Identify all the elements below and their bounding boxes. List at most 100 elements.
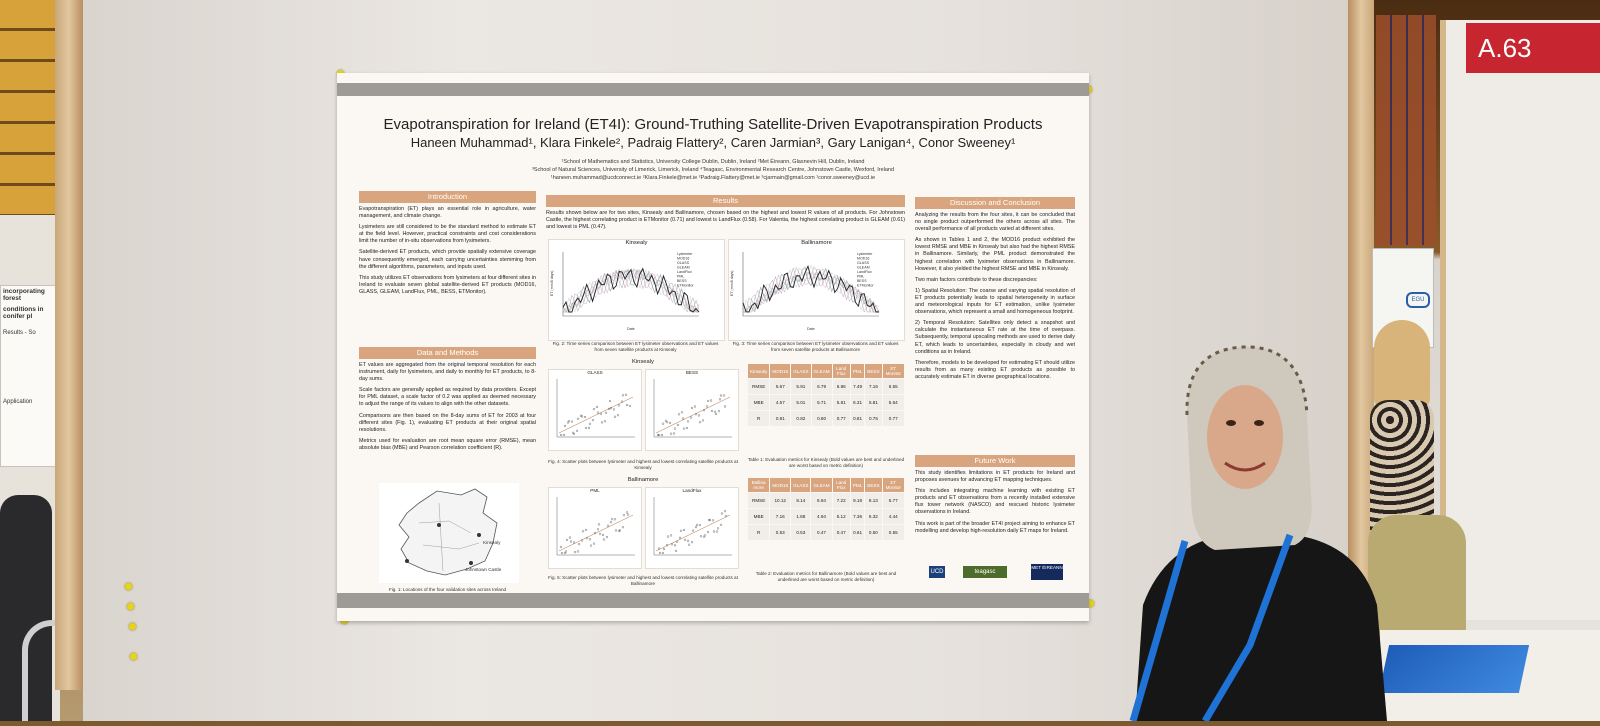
scatter-point (657, 433, 661, 437)
scatter-point (605, 535, 609, 539)
scatter-point (723, 510, 727, 513)
scatter-point (706, 399, 710, 402)
results-heading: Results (546, 195, 905, 207)
scatter-point (573, 551, 577, 554)
scatter-point (625, 511, 629, 514)
bag (1368, 515, 1466, 650)
scatter-point (559, 545, 563, 548)
scatter-product: GLASS (587, 370, 603, 375)
scatter-ballinamore: Ballinamore PML LandFlux (548, 477, 739, 577)
pin (129, 623, 136, 630)
metric-value: 4.44 (881, 508, 906, 525)
scatter-point (716, 527, 720, 530)
metric-value: 6.55 (881, 378, 906, 395)
data-methods-heading: Data and Methods (359, 347, 536, 359)
axis-lines (556, 497, 635, 556)
scatter-point (621, 526, 625, 529)
poster-bottom-bar (337, 593, 1089, 608)
y-axis-label: ET (mm/8 days) (550, 271, 554, 297)
axis-lines (653, 497, 732, 556)
scatter-point (585, 537, 589, 540)
table2-header: Ballina more (746, 477, 771, 493)
table1-header: BESS (864, 363, 883, 379)
scatter-point (723, 405, 727, 408)
results-intro: Results shown below are for two sites, K… (546, 210, 905, 231)
scatter-product: LandFlux (682, 488, 702, 493)
metric-value: 0.80 (810, 410, 833, 427)
metric-value: 0.47 (810, 524, 833, 541)
table2-header: GLASS (790, 477, 812, 493)
intro-paragraph: Lysimeters are still considered to be th… (359, 224, 536, 245)
timeseries-kinsealy: Kinsealy Lysimeter MOD16 GLASS GLEAM LandFlu… (548, 239, 725, 341)
scatter-point (710, 409, 714, 412)
metric-value: 0.53 (790, 524, 812, 541)
metric-value: 9.18 (849, 492, 866, 509)
scatter-point (711, 519, 715, 522)
series-line (742, 267, 880, 313)
fig4-caption: Fig. 4: Scatter plots between lysimeter … (548, 459, 738, 470)
scatter-point (694, 525, 698, 529)
table-row: RMSE 5.67 5.91 6.79 6.86 7.49 7.16 6.55 (746, 378, 906, 395)
scatter-point (622, 514, 626, 517)
chart-title: Kinsealy (625, 240, 648, 246)
scatter-point (656, 433, 660, 437)
methods-paragraph: Metrics used for evaluation are root mea… (359, 437, 536, 451)
intro-paragraph: Satellite-derived ET products, which pro… (359, 249, 536, 270)
scatter-point (580, 539, 584, 542)
discussion-paragraph: Two main factors contribute to these dis… (915, 276, 1038, 283)
board-left-post (55, 0, 83, 690)
series-line (562, 267, 700, 313)
neighbor-poster-title-2: conditions in conifer pl (3, 306, 44, 320)
scatter-point (620, 400, 624, 403)
discussion-paragraph: Analyzing the results from the four site… (915, 212, 1075, 233)
metric-value: 0.47 (831, 524, 851, 541)
scatter-point (714, 412, 718, 416)
series-line (742, 264, 880, 313)
discussion-text: Analyzing the results from the four site… (915, 212, 1075, 385)
table1-header: Land Flux (831, 363, 851, 379)
table-row: RMSE 10.12 8.14 6.94 7.22 9.18 8.13 5.77 (746, 492, 906, 509)
metric-value: 0.75 (864, 410, 883, 427)
future-paragraph: This work is part of the broader ET4I pr… (915, 520, 1075, 534)
person-right-background (1370, 320, 1434, 530)
scatter-point (682, 528, 686, 532)
metric-value: 7.49 (849, 378, 866, 395)
scatter-point (563, 424, 567, 427)
scatter-point (591, 418, 595, 422)
scatter-point (665, 421, 669, 424)
hair (1374, 320, 1430, 410)
scatter-point (702, 409, 706, 412)
scatter-point (676, 423, 680, 426)
scatter-point (576, 417, 580, 420)
scatter-point (664, 419, 668, 422)
ireland-map-graphic (398, 488, 498, 576)
scatter-point (628, 404, 632, 407)
metric-value: 10.12 (769, 492, 792, 509)
scatter-point (587, 426, 591, 429)
scatter-plot: LandFlux (645, 487, 739, 569)
scatter-points (556, 497, 635, 556)
y-axis-label: ET (mm/8 days) (730, 271, 734, 297)
discussion-paragraph: 2) Temporal Resolution: Satellites only … (915, 320, 1075, 355)
scatter-point (674, 549, 678, 552)
teagasc-logo: teagasc (963, 566, 1007, 578)
legend-entry: ETMonitor (857, 284, 874, 288)
scatter-point (668, 421, 672, 425)
legend-entry: GLEAM (857, 266, 870, 270)
metric-value: 8.14 (790, 492, 812, 509)
scatter-point (722, 394, 726, 397)
metric-value: 0.61 (849, 524, 866, 541)
legend-entry: ETMonitor (677, 284, 694, 288)
affiliation-line: ³School of Natural Sciences, University … (531, 167, 895, 173)
scatter-point (601, 533, 605, 536)
timeseries-ballinamore: Ballinamore Lysimeter MOD16 GLASS GLEAM Land… (728, 239, 905, 341)
leopard-coat (1370, 400, 1434, 530)
future-work-text: This study identifies limitations in ET … (915, 470, 1075, 539)
scatter-point (715, 530, 719, 533)
scatter-point (598, 532, 602, 535)
metric-value: 0.81 (849, 410, 866, 427)
series-line (562, 267, 700, 313)
scatter-point (606, 524, 610, 527)
scatter-point (588, 538, 592, 541)
scatter-kinsealy: Kinsealy GLASS BESS (548, 359, 739, 459)
